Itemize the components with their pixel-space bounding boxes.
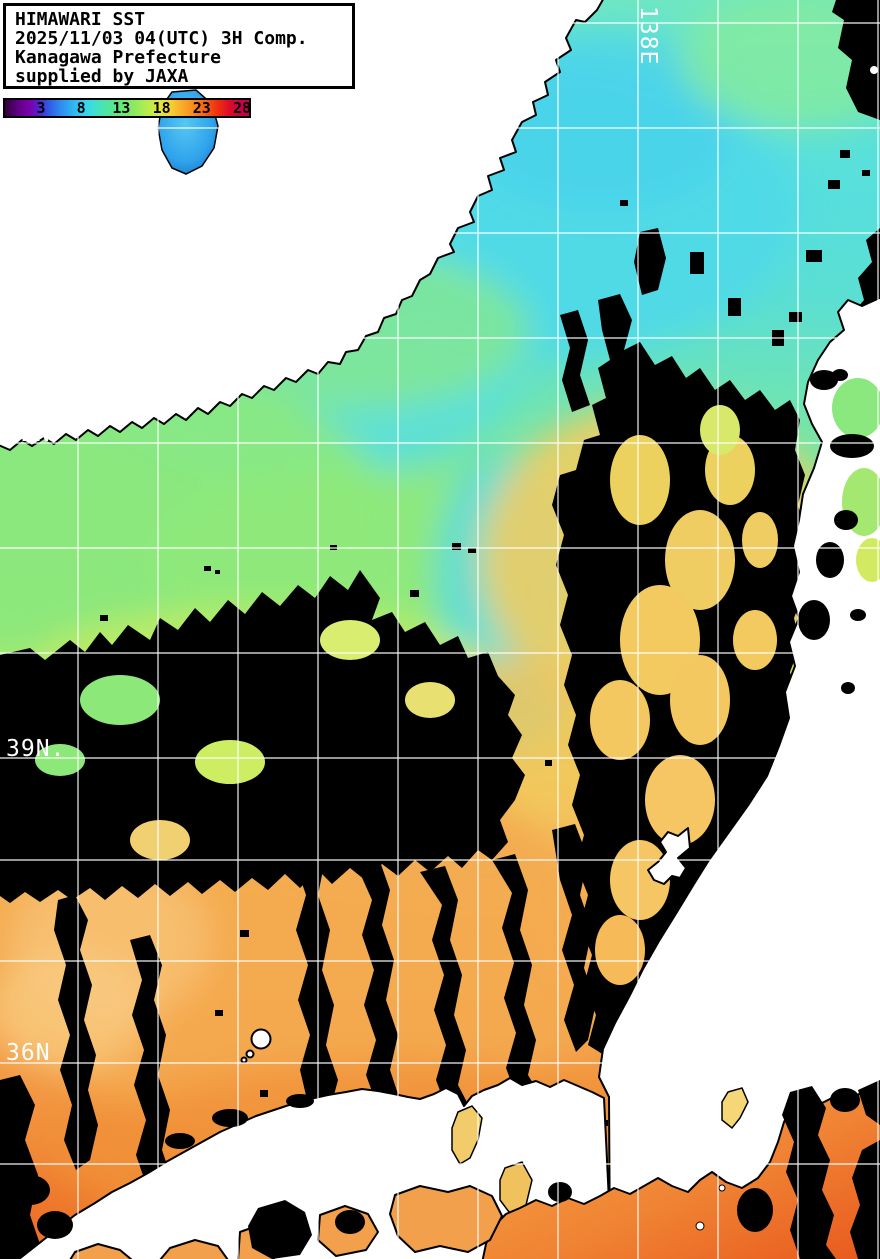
island-round — [250, 1028, 272, 1050]
credit-line: supplied by JAXA — [15, 66, 189, 87]
region-line: Kanagawa Prefecture — [15, 47, 221, 68]
ocean-specks — [204, 543, 476, 574]
clouds-on-land — [798, 369, 874, 694]
product-title: HIMAWARI SST — [15, 9, 146, 30]
label-latitude-42n: 42N — [6, 421, 51, 447]
clouds-south — [10, 1080, 880, 1259]
colorbar-tick: 13 — [112, 99, 131, 117]
info-box: HIMAWARI SST 2025/11/03 04(UTC) 3H Comp.… — [3, 3, 355, 89]
colorbar-tick: 28 — [232, 99, 252, 117]
datetime-line: 2025/11/03 04(UTC) 3H Comp. — [15, 28, 308, 49]
colorbar-tick: 18 — [152, 99, 171, 117]
colorbar-tick: 8 — [76, 99, 86, 117]
label-latitude-36n: 36N — [6, 1040, 51, 1066]
label-latitude-39n: 39N. — [6, 736, 65, 762]
islet-top-right — [868, 64, 880, 76]
land-east-band — [598, 296, 880, 1259]
colorbar-tick: 23 — [192, 99, 211, 117]
label-longitude-138e: 138E — [635, 6, 661, 65]
island-bird-shape — [647, 827, 691, 885]
temperature-colorbar: 3 8 13 18 23 28 — [3, 98, 251, 118]
colorbar-tick: 3 — [36, 99, 46, 117]
